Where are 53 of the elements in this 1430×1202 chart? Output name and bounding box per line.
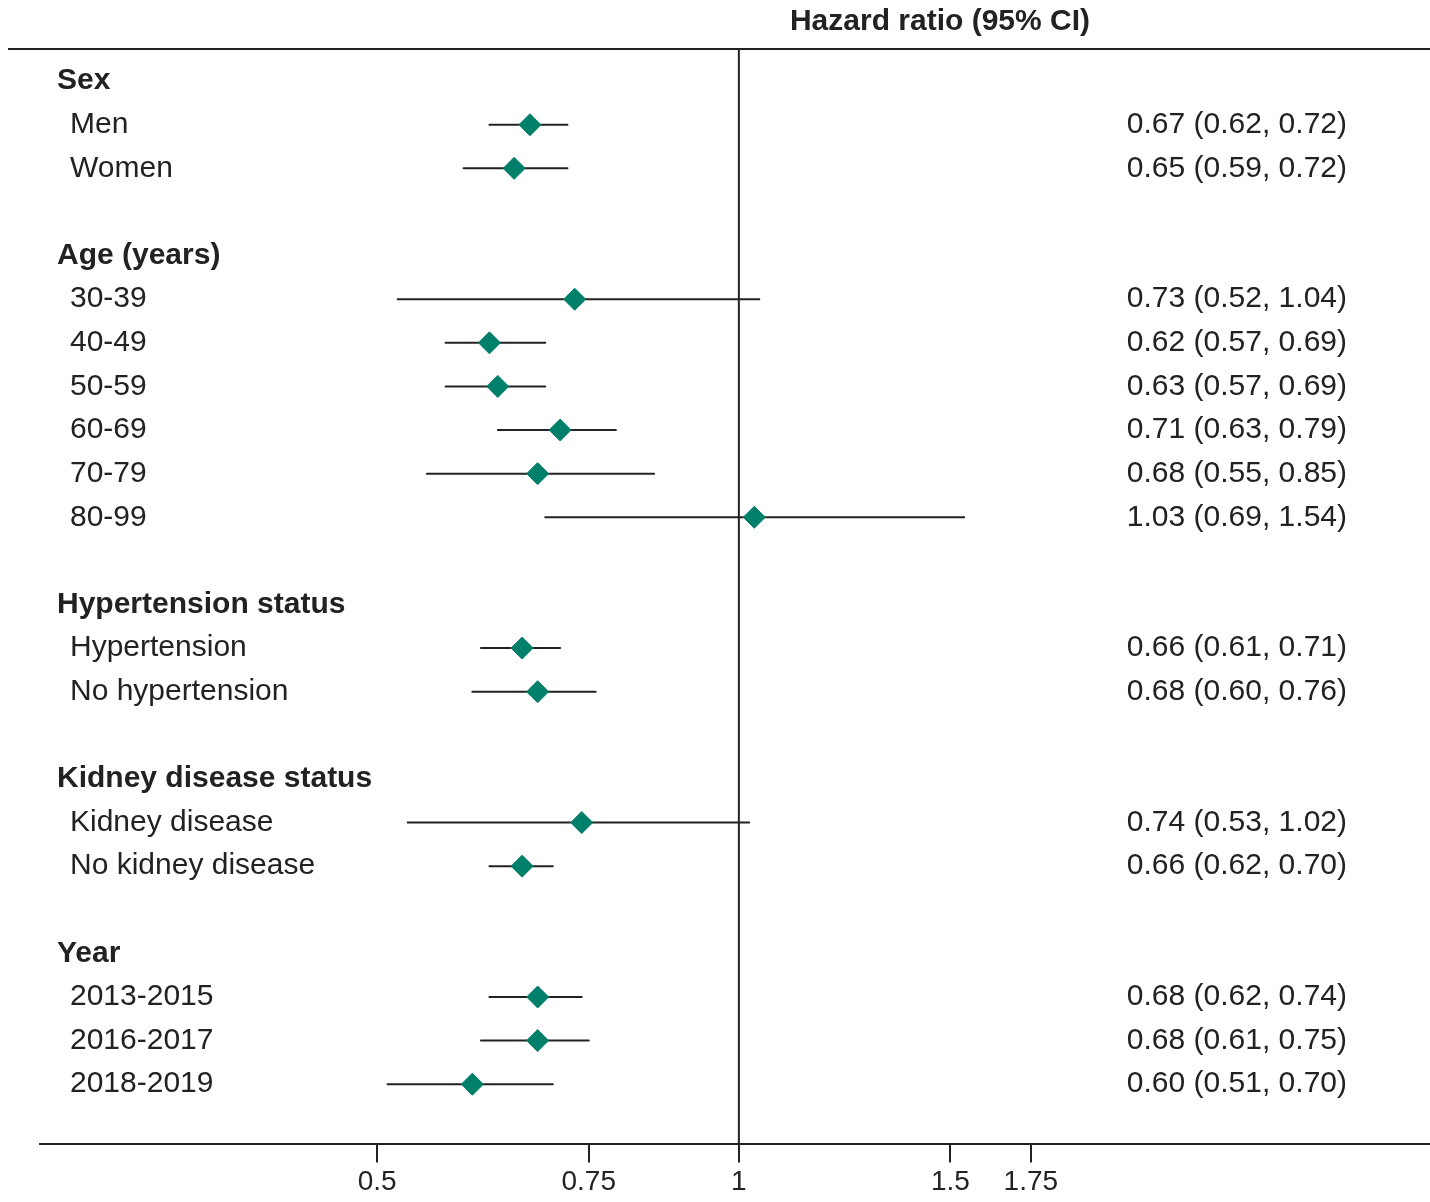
point (570, 811, 594, 835)
y-tick-label: Hypertension (70, 629, 247, 663)
y-tick-label: Women (70, 149, 173, 183)
point (526, 985, 550, 1009)
y-tick-label: 40-49 (70, 324, 147, 358)
data-label: 0.68 (0.62, 0.74) (1126, 978, 1347, 1012)
data-label: 0.73 (0.52, 1.04) (1126, 280, 1347, 314)
y-tick-label: 60-69 (70, 411, 147, 445)
y-tick-label: Hypertension status (57, 585, 346, 619)
y-tick-label: 2013-2015 (70, 978, 214, 1012)
y-tick-label: No kidney disease (70, 847, 316, 881)
x-tick-label: 1.5 (930, 1164, 970, 1196)
point (510, 636, 534, 660)
data-label: 1.03 (0.69, 1.54) (1126, 498, 1347, 532)
data-label: 0.68 (0.61, 0.75) (1126, 1021, 1347, 1055)
y-tick-label: 70-79 (70, 454, 147, 488)
x-tick-label: 1.75 (1003, 1164, 1059, 1196)
x-tick-label: 0.75 (561, 1164, 617, 1196)
y-tick-label: 30-39 (70, 280, 147, 314)
point (510, 854, 534, 878)
y-tick-label: Kidney disease (70, 803, 274, 837)
point (486, 374, 510, 398)
y-tick-label: Men (70, 106, 129, 140)
x-tick-label: 1 (731, 1164, 747, 1196)
data-label: 0.67 (0.62, 0.72) (1126, 106, 1347, 140)
y-tick-label: 50-59 (70, 367, 147, 401)
point (548, 418, 572, 442)
y-tick-label: 80-99 (70, 498, 147, 532)
data-label: 0.60 (0.51, 0.70) (1126, 1065, 1347, 1099)
y-tick-label: No hypertension (70, 672, 289, 706)
data-label: 0.71 (0.63, 0.79) (1126, 411, 1347, 445)
point (518, 113, 542, 137)
y-tick-label: 2018-2019 (70, 1065, 214, 1099)
y-tick-label: Age (years) (57, 236, 221, 270)
y-tick-label: Sex (57, 62, 111, 96)
y-tick-label: 2016-2017 (70, 1021, 214, 1055)
data-label: 0.68 (0.60, 0.76) (1126, 672, 1347, 706)
data-label: 0.68 (0.55, 0.85) (1126, 454, 1347, 488)
data-label: 0.62 (0.57, 0.69) (1126, 324, 1347, 358)
point (526, 680, 550, 704)
data-label: 0.63 (0.57, 0.69) (1126, 367, 1347, 401)
point (502, 156, 526, 180)
point (526, 1029, 550, 1053)
data-label: 0.66 (0.61, 0.71) (1126, 629, 1347, 663)
data-label: 0.74 (0.53, 1.02) (1126, 803, 1347, 837)
point (526, 462, 550, 486)
y-tick-label: Kidney disease status (57, 760, 373, 794)
x-tick-label: 0.5 (357, 1164, 397, 1196)
chart-title: Hazard ratio (95% CI) (789, 3, 1090, 37)
data-label: 0.65 (0.59, 0.72) (1126, 149, 1347, 183)
point (563, 287, 587, 311)
y-tick-label: Year (57, 934, 121, 968)
data-label: 0.66 (0.62, 0.70) (1126, 847, 1347, 881)
